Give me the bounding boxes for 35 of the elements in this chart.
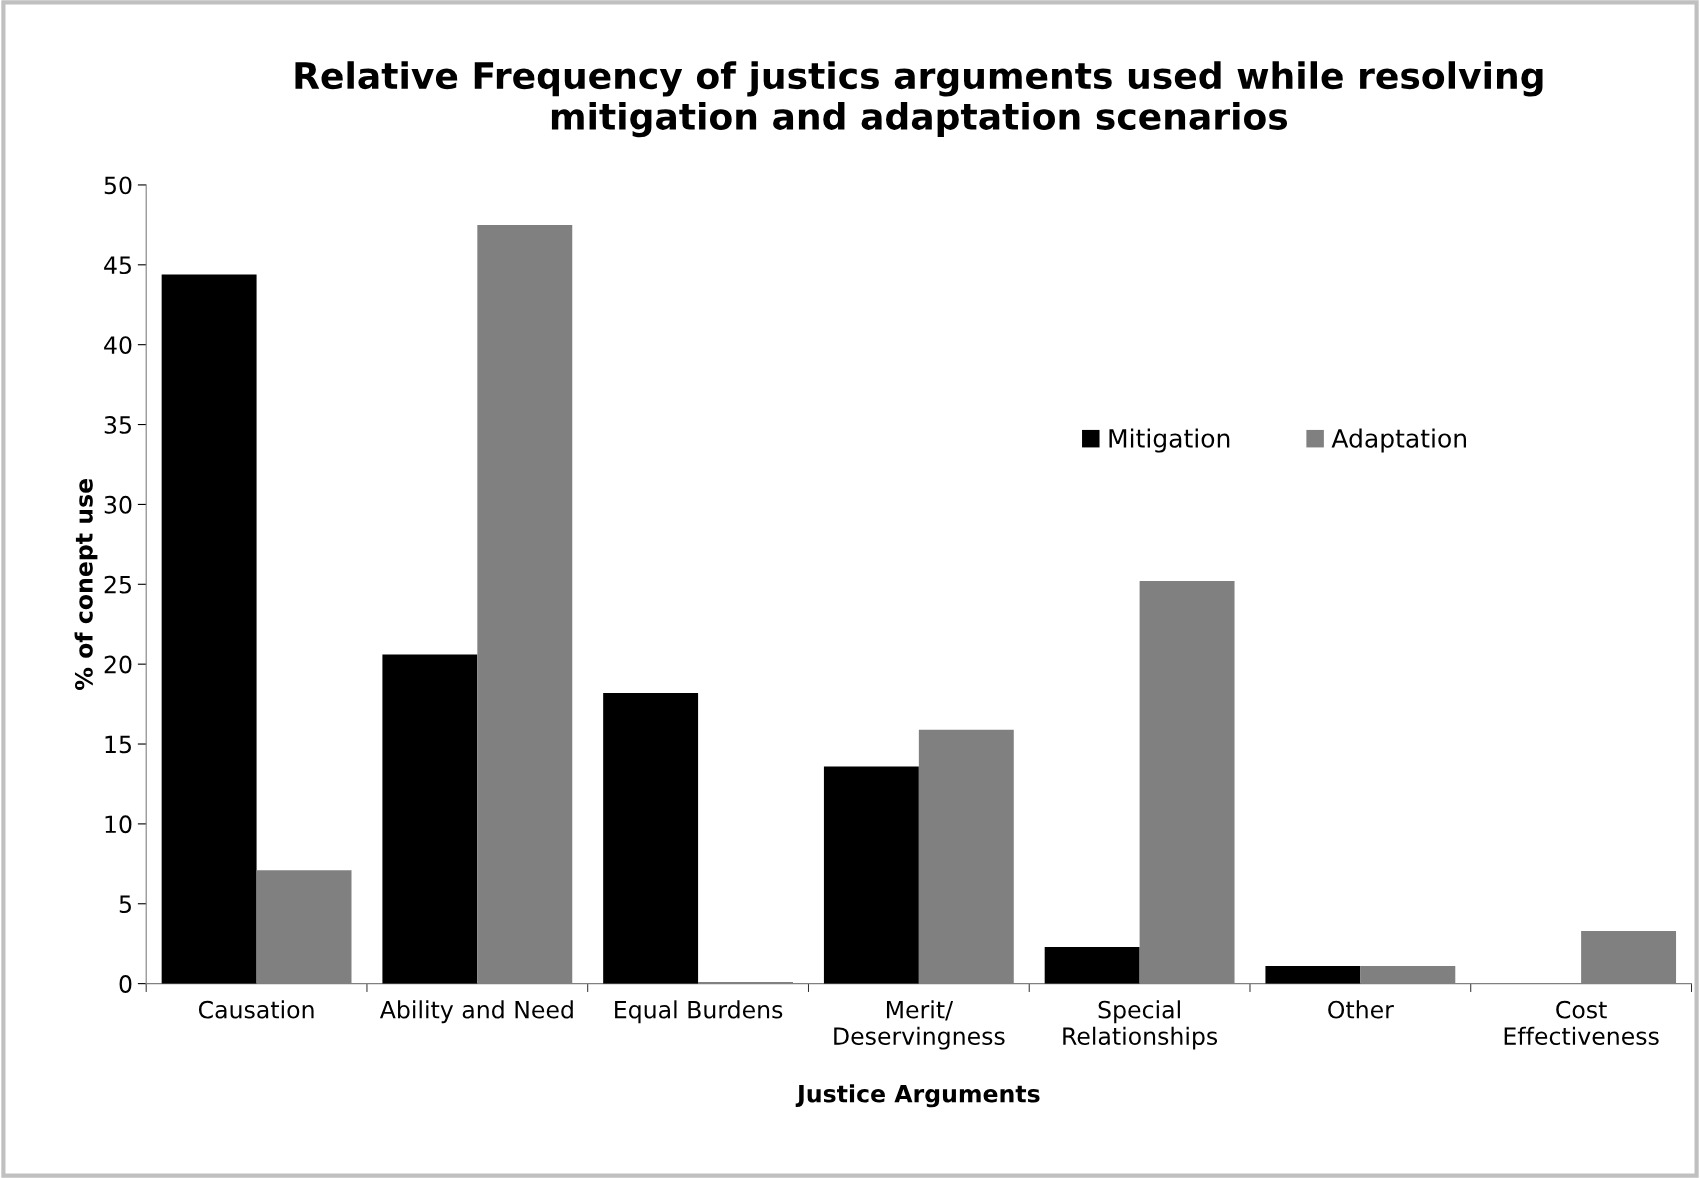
- chart-title: Relative Frequency of justics arguments used while resolving mitigation and adaptation scenarios: [295, 61, 1543, 138]
- y-tick-label: 50: [104, 176, 132, 195]
- legend-label: Adaptation: [1331, 428, 1466, 453]
- y-tick-label: 0: [119, 975, 132, 993]
- y-tick-label: 15: [105, 735, 131, 754]
- legend-label: Mitigation: [1109, 428, 1230, 453]
- x-tick-label: Equal Burdens: [615, 1000, 783, 1024]
- y-tick-label: 35: [104, 416, 131, 434]
- x-tick-label: Merit/ Deservingness: [834, 1000, 1005, 1050]
- bar: [477, 224, 573, 984]
- y-tick-label: 10: [105, 815, 132, 834]
- y-tick-label: 5: [119, 895, 131, 914]
- x-axis-title: Justice Arguments: [795, 1084, 1040, 1108]
- bar: [603, 692, 699, 984]
- x-tick-label: Special Relationships: [1063, 1000, 1218, 1050]
- bar: [256, 870, 352, 984]
- y-tick-label: 45: [104, 256, 131, 275]
- x-tick-label: Other: [1328, 1000, 1394, 1019]
- y-axis-title: % of conept use: [74, 478, 98, 690]
- y-tick-label: 40: [104, 336, 132, 354]
- bar: [823, 766, 919, 984]
- bar: [1265, 966, 1361, 984]
- bar: [1139, 581, 1235, 984]
- bar: [1360, 966, 1456, 984]
- x-tick-label: Causation: [198, 1000, 314, 1019]
- y-tick-label: 25: [104, 575, 131, 594]
- bar: [161, 274, 257, 984]
- bar: [382, 654, 478, 984]
- x-tick-label: Ability and Need: [379, 1000, 573, 1024]
- bar: [918, 729, 1014, 984]
- y-tick-label: 30: [104, 495, 132, 514]
- x-tick-label: Cost Effectiveness: [1504, 1000, 1659, 1046]
- bar: [1581, 930, 1677, 984]
- y-tick-label: 20: [104, 655, 132, 674]
- bar: [1044, 946, 1140, 984]
